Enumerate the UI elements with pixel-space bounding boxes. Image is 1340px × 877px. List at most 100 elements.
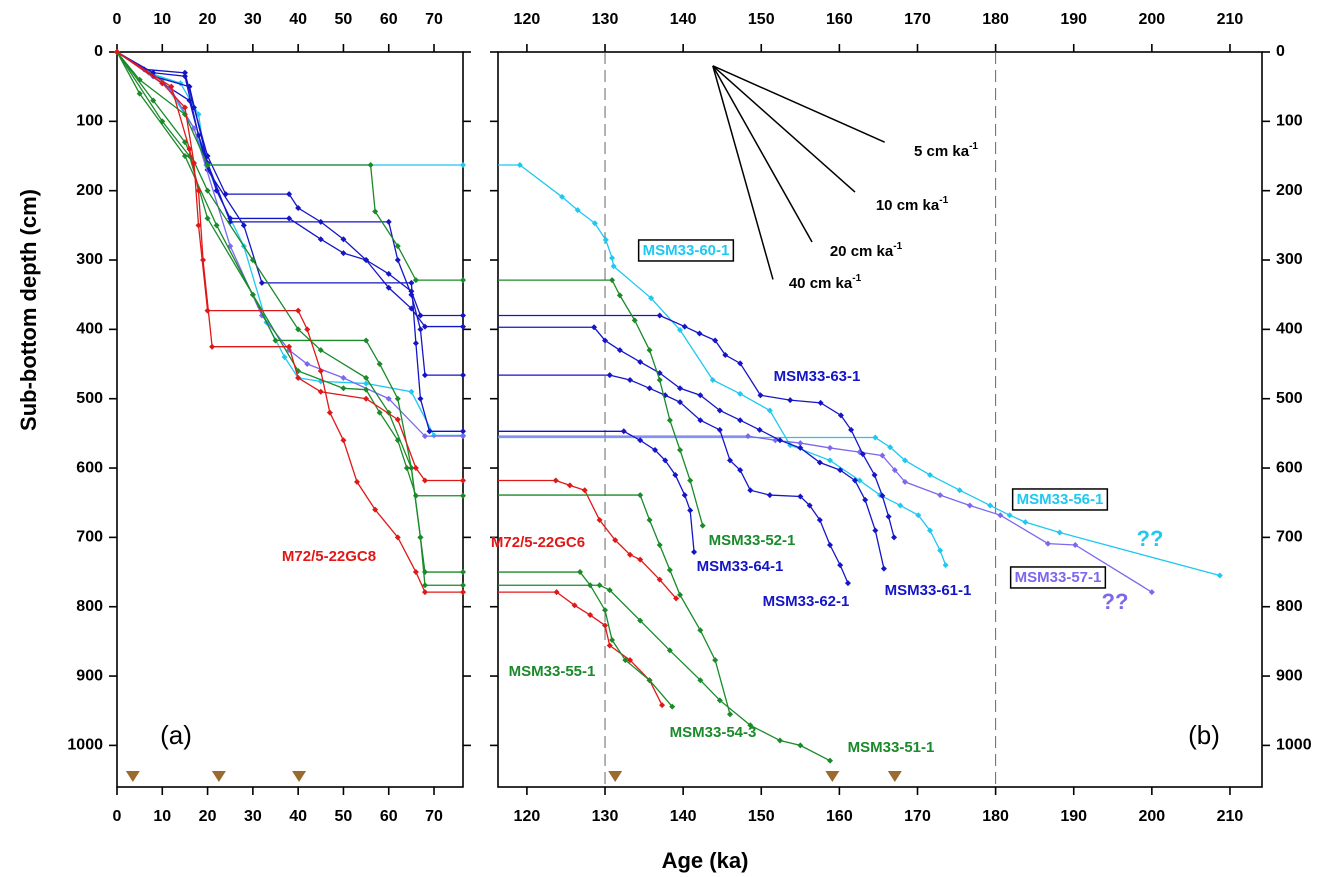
x-tick-label: 20 xyxy=(199,808,217,825)
data-point xyxy=(937,547,944,554)
rate-label-exponent: -1 xyxy=(852,273,861,284)
data-point xyxy=(852,477,859,484)
data-point xyxy=(616,347,623,354)
data-point xyxy=(677,385,684,392)
data-point xyxy=(716,426,723,433)
age-marker xyxy=(125,771,140,782)
data-point xyxy=(1006,512,1013,519)
data-point xyxy=(797,440,804,447)
data-point xyxy=(757,392,764,399)
data-point xyxy=(566,482,573,489)
series-line xyxy=(116,51,463,482)
data-point xyxy=(412,277,419,284)
data-point xyxy=(699,522,706,529)
panel-label: (a) xyxy=(160,720,192,750)
data-point xyxy=(816,517,823,524)
y-tick-label: 1000 xyxy=(1276,737,1312,754)
data-point xyxy=(637,358,644,365)
series-line xyxy=(519,164,947,566)
data-point xyxy=(403,465,410,472)
data-point xyxy=(937,492,944,499)
data-point xyxy=(727,457,734,464)
data-point xyxy=(712,337,719,344)
data-point xyxy=(412,340,419,347)
data-point xyxy=(1148,589,1155,596)
data-point xyxy=(460,433,466,440)
data-point xyxy=(385,395,392,402)
data-point xyxy=(421,582,428,589)
data-point xyxy=(408,279,415,286)
data-point xyxy=(887,444,894,451)
data-point xyxy=(394,395,401,402)
series-line xyxy=(116,51,463,437)
data-point xyxy=(716,697,723,704)
data-point xyxy=(363,395,370,402)
data-point xyxy=(596,582,603,589)
data-point xyxy=(363,380,370,387)
data-point xyxy=(879,452,886,459)
data-point xyxy=(195,222,202,229)
data-point xyxy=(737,417,744,424)
data-point xyxy=(606,372,613,379)
data-point xyxy=(926,527,933,534)
series-line xyxy=(609,374,849,584)
y-tick-label: 0 xyxy=(1276,43,1285,60)
data-point xyxy=(737,390,744,397)
data-point xyxy=(1072,542,1079,549)
x-tick-label: 10 xyxy=(153,11,171,28)
data-point xyxy=(136,90,143,97)
data-point xyxy=(421,433,428,440)
data-point xyxy=(862,496,869,503)
data-point xyxy=(609,254,616,261)
series-label: MSM33-57-1 xyxy=(1015,569,1102,586)
data-point xyxy=(872,527,879,534)
series-line xyxy=(116,51,463,586)
data-point xyxy=(460,277,466,284)
data-point xyxy=(571,602,578,609)
series-label: MSM33-51-1 xyxy=(848,739,935,756)
data-point xyxy=(817,399,824,406)
data-point xyxy=(200,257,207,264)
data-point xyxy=(747,487,754,494)
data-point xyxy=(421,569,428,576)
x-tick-label: 0 xyxy=(113,808,122,825)
data-point xyxy=(942,562,949,569)
data-point xyxy=(281,354,288,361)
data-point xyxy=(716,407,723,414)
data-point xyxy=(304,361,311,368)
x-tick-label: 150 xyxy=(748,11,775,28)
y-tick-label: 400 xyxy=(1276,321,1303,338)
data-point xyxy=(602,337,609,344)
x-tick-label: 200 xyxy=(1139,808,1166,825)
y-tick-label: 700 xyxy=(76,529,103,546)
data-point xyxy=(696,330,703,337)
rate-label: 40 cm ka-1 xyxy=(789,273,862,292)
data-point xyxy=(249,257,256,264)
data-point xyxy=(421,372,428,379)
data-point xyxy=(656,576,663,583)
age-marker xyxy=(825,771,840,782)
x-tick-label: 140 xyxy=(670,808,697,825)
data-point xyxy=(408,465,415,472)
x-tick-label: 20 xyxy=(199,11,217,28)
data-point xyxy=(460,589,466,596)
rate-line xyxy=(712,65,774,280)
data-point xyxy=(394,257,401,264)
data-point xyxy=(159,118,166,125)
x-tick-label: 180 xyxy=(982,11,1009,28)
data-point xyxy=(295,307,302,314)
series-line xyxy=(116,51,463,317)
rate-label: 5 cm ka-1 xyxy=(914,141,978,160)
data-point xyxy=(1216,572,1223,579)
rate-label-exponent: -1 xyxy=(969,141,978,152)
data-point xyxy=(901,457,908,464)
data-point xyxy=(581,487,588,494)
data-point xyxy=(637,556,644,563)
plot-frame xyxy=(497,51,1263,788)
data-point xyxy=(421,323,428,330)
data-point xyxy=(687,507,694,514)
x-tick-label: 120 xyxy=(514,808,541,825)
data-point xyxy=(213,222,220,229)
data-point xyxy=(186,146,193,153)
data-point xyxy=(574,207,581,214)
